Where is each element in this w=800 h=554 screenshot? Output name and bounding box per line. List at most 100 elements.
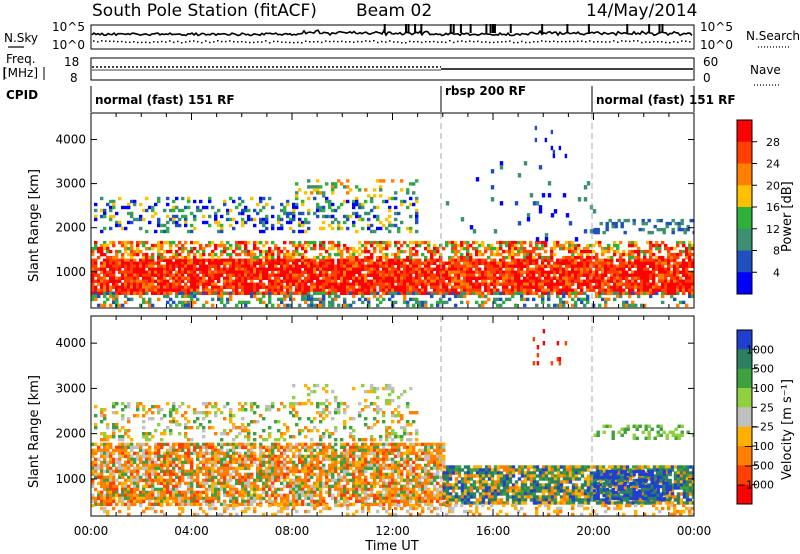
power-cell [283, 205, 287, 210]
n-search-point [117, 40, 119, 43]
power-cell [211, 276, 215, 280]
power-cell [352, 291, 356, 295]
velocity-cell [253, 442, 257, 447]
power-cell [130, 246, 134, 251]
velocity-cell [253, 478, 257, 483]
velocity-cell [91, 496, 95, 501]
power-cell [556, 279, 560, 283]
velocity-cell [205, 469, 209, 474]
velocity-cell [163, 478, 167, 483]
power-cell [382, 270, 386, 274]
power-cell [607, 249, 611, 254]
power-cell [202, 249, 206, 254]
n-search-point [393, 41, 395, 43]
power-cell [388, 208, 392, 213]
power-cell [361, 249, 365, 254]
power-cell [490, 282, 494, 286]
power-cell [397, 246, 401, 251]
power-cell [262, 282, 266, 286]
power-cell [682, 288, 686, 292]
n-search-point [405, 42, 407, 44]
power-cell [328, 279, 332, 283]
power-cell [148, 279, 152, 283]
power-cell [130, 264, 134, 268]
power-cell [625, 273, 629, 277]
power-cell [124, 246, 128, 251]
velocity-cell [148, 502, 152, 507]
power-cell [667, 258, 671, 262]
power-cell [307, 226, 311, 231]
power-cell [436, 288, 440, 292]
power-cell [673, 285, 677, 289]
power-cell [616, 267, 620, 271]
power-cell [223, 258, 227, 262]
power-cell [301, 279, 305, 283]
power-cell [508, 252, 512, 257]
power-cell [490, 261, 494, 265]
power-cell [677, 221, 681, 226]
velocity-cell [247, 463, 251, 468]
velocity-cell [121, 484, 125, 489]
power-cell [451, 240, 455, 245]
power-cell [622, 276, 626, 280]
power-cell [271, 214, 275, 219]
power-cell [109, 261, 113, 265]
power-cell [649, 255, 653, 260]
power-cell [250, 255, 254, 260]
power-cell [97, 282, 101, 286]
power-cell [259, 258, 263, 262]
velocity-cell [157, 451, 161, 456]
power-cell [502, 288, 506, 292]
velocity-cell [241, 460, 245, 465]
power-cell [493, 246, 497, 251]
velocity-cell [124, 493, 128, 498]
power-cell [172, 276, 176, 280]
velocity-cell [163, 496, 167, 501]
power-cell [508, 270, 512, 274]
power-cell [523, 270, 527, 274]
power-cell [352, 261, 356, 265]
power-cell [511, 264, 515, 268]
n-search-point [645, 41, 647, 43]
power-cell [250, 261, 254, 265]
velocity-cell [265, 466, 269, 471]
velocity-cell [253, 499, 257, 504]
power-cell [412, 276, 416, 280]
power-cell [208, 288, 212, 292]
power-cell [181, 285, 185, 289]
velocity-cell [145, 454, 149, 459]
power-cell [178, 288, 182, 292]
power-cell [157, 258, 161, 262]
power-cell [91, 264, 95, 268]
power-cell [436, 291, 440, 295]
power-cell [319, 243, 323, 248]
power-cell [586, 264, 590, 268]
power-cell [190, 285, 194, 289]
velocity-cell [226, 472, 230, 477]
power-cell [325, 258, 329, 262]
power-cell [400, 285, 404, 289]
velocity-cell [202, 481, 206, 486]
velocity-cell [169, 460, 173, 465]
power-cell [247, 291, 251, 295]
power-cell [409, 264, 413, 268]
power-cell [187, 279, 191, 283]
power-cell [229, 285, 233, 289]
velocity-cell [142, 442, 146, 447]
power-cell [643, 279, 647, 283]
power-cell [403, 276, 407, 280]
power-cell [607, 297, 611, 302]
power-cell [589, 270, 593, 274]
power-cell [631, 285, 635, 289]
velocity-cell [220, 475, 224, 480]
power-cell [637, 294, 641, 299]
power-cell [592, 261, 596, 265]
power-cell [199, 264, 203, 268]
velocity-cell [151, 496, 155, 501]
power-cell [208, 258, 212, 262]
power-cell [643, 258, 647, 262]
power-cell [367, 211, 371, 216]
velocity-cell [160, 487, 164, 492]
power-cell [433, 279, 437, 283]
velocity-cell [91, 466, 95, 471]
